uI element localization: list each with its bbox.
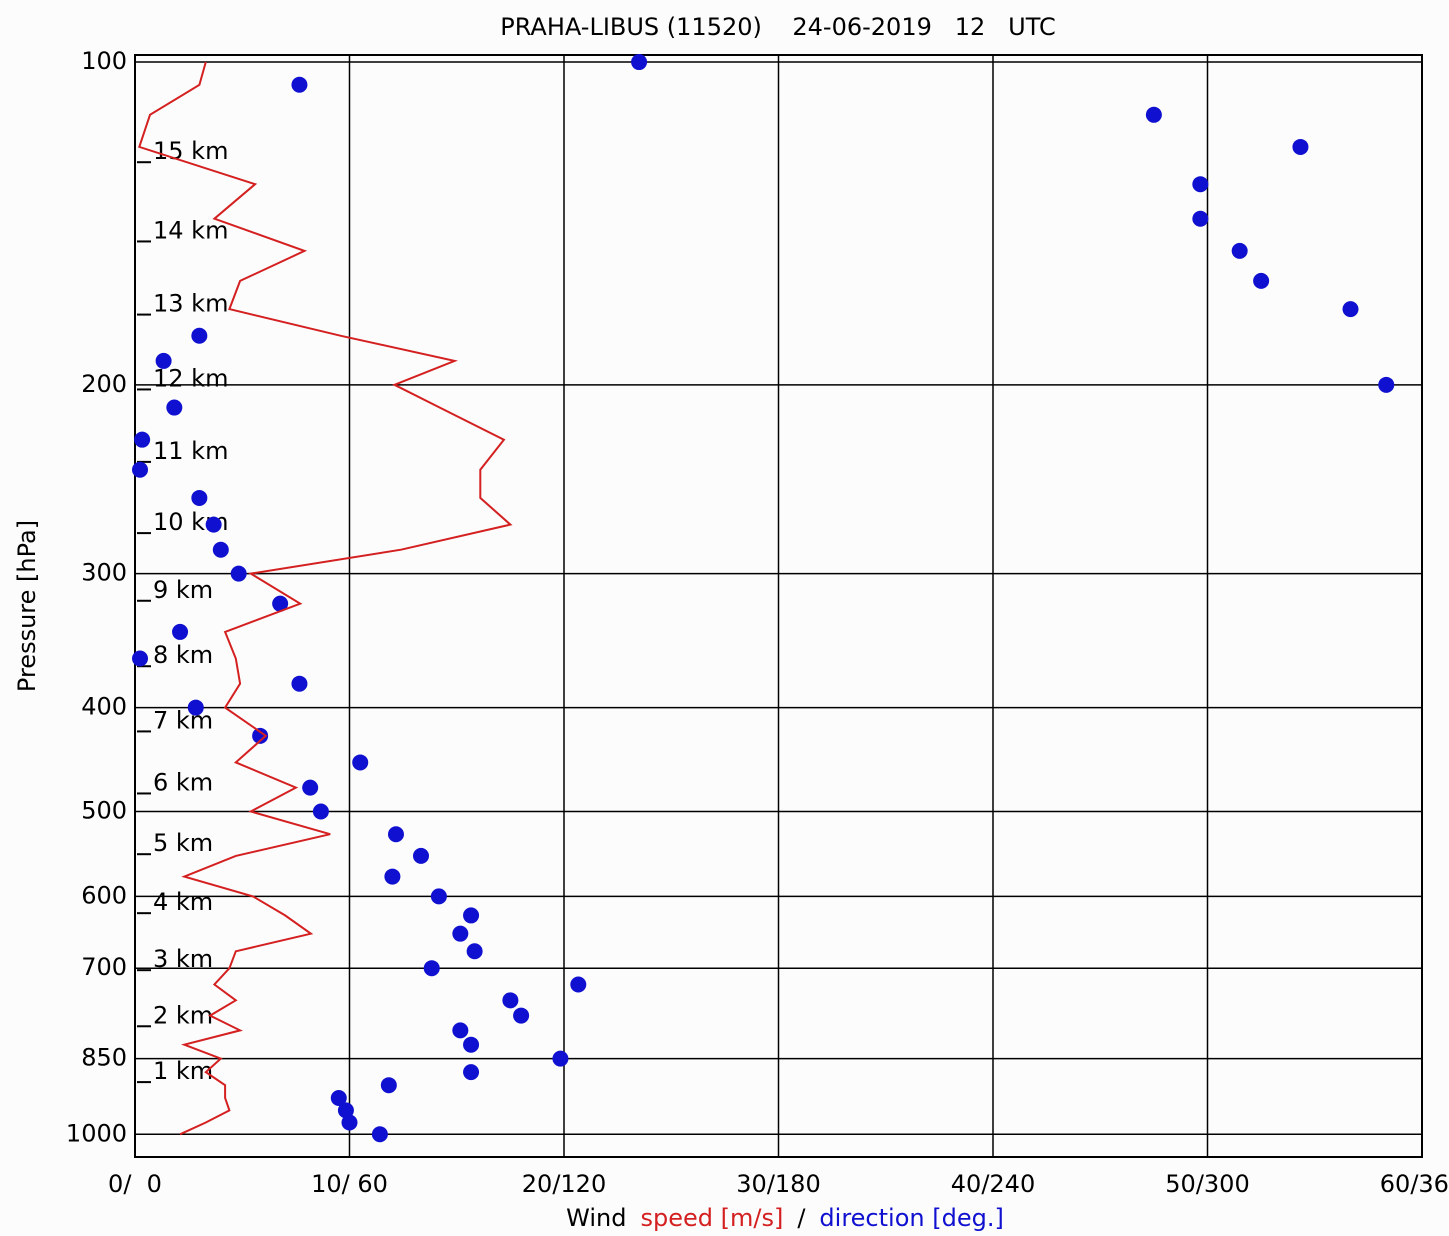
direction-point — [430, 888, 447, 905]
direction-point — [132, 650, 149, 667]
direction-point — [291, 675, 308, 692]
direction-point — [502, 992, 519, 1009]
direction-point — [272, 595, 289, 612]
speed-line — [138, 61, 513, 1136]
x-axis-title: Wind speed [m/s] / direction [deg.] — [566, 1204, 1004, 1232]
direction-point — [463, 907, 480, 924]
height-label: 7 km — [153, 706, 213, 734]
direction-point — [341, 1114, 358, 1131]
direction-point — [212, 541, 229, 558]
direction-point — [463, 1036, 480, 1053]
y-tick-label: 700 — [81, 953, 127, 981]
y-tick-label: 1000 — [66, 1119, 127, 1147]
height-label: 11 km — [153, 437, 228, 465]
height-label: 3 km — [153, 945, 213, 973]
direction-point — [337, 1102, 354, 1119]
y-tick-label: 400 — [81, 693, 127, 721]
x-tick-label: 40/240 — [951, 1170, 1035, 1198]
direction-point — [466, 943, 483, 960]
x-tick-label: 20/120 — [522, 1170, 606, 1198]
y-tick-label: 100 — [81, 47, 127, 75]
x-tick-label: 60/360 — [1380, 1170, 1449, 1198]
direction-point — [452, 1022, 469, 1039]
direction-point — [1231, 242, 1248, 259]
direction-point — [291, 76, 308, 93]
direction-point — [302, 779, 319, 796]
chart-title: PRAHA-LIBUS (11520) 24-06-2019 12 UTC — [500, 13, 1056, 41]
direction-point — [166, 399, 183, 416]
direction-point — [631, 54, 648, 71]
direction-point — [191, 489, 208, 506]
direction-point — [380, 1077, 397, 1094]
direction-point — [155, 352, 172, 369]
direction-point — [1342, 301, 1359, 318]
direction-point — [1292, 138, 1309, 155]
x-axis-title-part: / — [797, 1204, 806, 1232]
x-axis-title-part: speed [m/s] — [641, 1204, 784, 1232]
height-label: 6 km — [153, 768, 213, 796]
direction-point — [330, 1089, 347, 1106]
y-tick-label: 600 — [81, 881, 127, 909]
x-tick-label: 30/180 — [736, 1170, 820, 1198]
height-label: 14 km — [153, 216, 228, 244]
direction-point — [1253, 272, 1270, 289]
direction-point — [463, 1064, 480, 1081]
direction-point — [312, 803, 329, 820]
height-label: 9 km — [153, 576, 213, 604]
x-tick-label: 10/ 60 — [311, 1170, 388, 1198]
direction-point — [172, 623, 189, 640]
direction-point — [387, 826, 404, 843]
direction-point — [205, 516, 222, 533]
direction-point — [552, 1050, 569, 1067]
x-tick-label: 50/300 — [1165, 1170, 1249, 1198]
direction-point — [134, 431, 151, 448]
direction-point — [1378, 376, 1395, 393]
direction-point — [423, 960, 440, 977]
direction-point — [371, 1126, 388, 1143]
height-label: 4 km — [153, 888, 213, 916]
height-label: 13 km — [153, 290, 228, 318]
y-tick-label: 300 — [81, 559, 127, 587]
height-label: 2 km — [153, 1001, 213, 1029]
y-tick-label: 500 — [81, 797, 127, 825]
direction-point — [132, 461, 149, 478]
height-label: 5 km — [153, 829, 213, 857]
direction-point — [230, 565, 247, 582]
direction-point — [452, 925, 469, 942]
x-axis-title-part: Wind — [566, 1204, 626, 1232]
direction-point — [191, 327, 208, 344]
direction-point — [1192, 176, 1209, 193]
x-tick-label: 0/ 0 — [108, 1170, 162, 1198]
y-tick-label: 200 — [81, 370, 127, 398]
direction-point — [252, 727, 269, 744]
direction-point — [513, 1007, 530, 1024]
direction-point — [570, 976, 587, 993]
direction-point — [1145, 106, 1162, 123]
height-label: 12 km — [153, 364, 228, 392]
height-label: 8 km — [153, 641, 213, 669]
direction-point — [187, 699, 204, 716]
y-axis-title: Pressure [hPa] — [13, 520, 41, 692]
direction-point — [384, 868, 401, 885]
direction-point — [413, 847, 429, 864]
height-label: 15 km — [153, 137, 228, 165]
direction-point — [352, 754, 369, 771]
y-tick-label: 850 — [81, 1044, 127, 1072]
direction-point — [1192, 210, 1209, 227]
x-axis-title-part: direction [deg.] — [819, 1204, 1003, 1232]
height-label: 1 km — [153, 1057, 213, 1085]
